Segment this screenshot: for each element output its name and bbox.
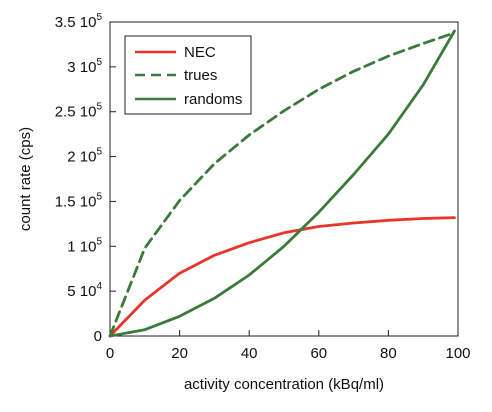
series-line-nec [108,216,456,338]
y-tick-label: 2.5 105 [55,102,103,121]
legend-box [124,35,252,115]
x-tick-label: 60 [310,345,327,362]
x-tick-label: 100 [445,345,470,362]
series-layer [108,29,456,338]
ticks: 0 20 40 60 80 100 0 5 104 1 105 1.5 105 2 105 2.5 1… [55,12,471,362]
plot-frame [109,21,459,337]
legend-label-nec: NEC [184,44,216,61]
y-tick-label: 2 105 [67,147,102,166]
x-axis-label: activity concentration (kBq/ml) [184,376,384,393]
y-tick-label: 5 104 [67,281,102,300]
y-tick-label: 3 105 [67,57,102,76]
legend-label-randoms: randoms [184,91,242,108]
y-tick-label: 1 105 [67,236,102,255]
x-tick-label: 80 [380,345,397,362]
x-tick-label: 40 [241,345,258,362]
legend: NEC trues randoms [124,35,252,115]
y-tick-label: 0 [94,328,102,345]
y-axis-label: count rate (cps) [17,127,34,231]
series-line-trues [108,31,456,338]
series-line-randoms [108,29,456,338]
legend-label-trues: trues [184,67,217,84]
x-tick-label: 0 [106,345,114,362]
x-tick-label: 20 [171,345,188,362]
y-tick-label: 3.5 105 [55,12,103,31]
y-tick-label: 1.5 105 [55,191,103,210]
